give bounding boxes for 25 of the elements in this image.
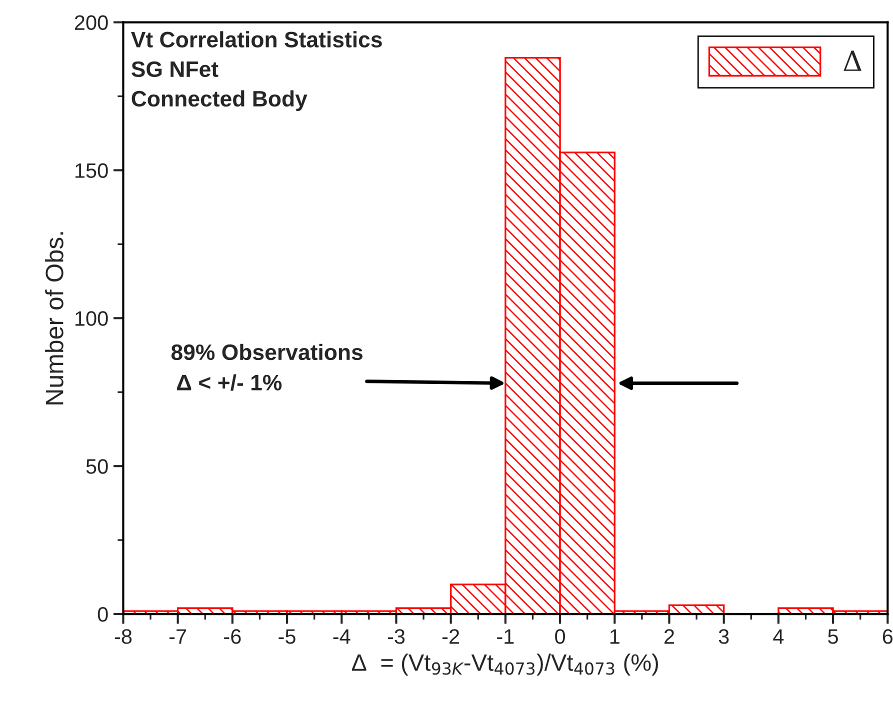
y-tick-label: 150 [75, 163, 108, 178]
x-tick-label: -3 [388, 629, 405, 644]
x-tick-label: -2 [442, 629, 460, 644]
x-tick-label: -5 [278, 629, 296, 644]
y-tick-label: 100 [75, 311, 108, 326]
x-tick-label: 0 [555, 629, 566, 644]
x-tick-label: 3 [718, 629, 729, 644]
x-axis-title: Δ = (Vt$_{93K}$-Vt$_{4073}$)/Vt$_{4073}$ (%) [352, 654, 658, 676]
x-tick-label: -8 [114, 629, 132, 644]
x-tick-label: 5 [828, 629, 838, 644]
legend-label: Δ [844, 50, 862, 71]
y-tick-label: 200 [74, 15, 108, 30]
y-tick-label: 50 [86, 459, 108, 474]
y-tick-label: 0 [98, 607, 108, 622]
x-tick-label: -6 [224, 629, 241, 644]
x-tick-label: -4 [333, 629, 350, 644]
annotation: 89% Observations Δ < +/- 1% [171, 344, 362, 391]
x-tick-label: 2 [664, 629, 674, 644]
y-axis-title: Number of Obs. [45, 232, 64, 404]
x-tick-label: -1 [497, 629, 514, 644]
x-tick-label: 4 [773, 629, 784, 644]
annotation: Vt Correlation Statistics SG NFet Connected Body [131, 31, 382, 112]
x-tick-label: -7 [170, 629, 186, 644]
x-tick-label: 6 [882, 629, 893, 644]
x-tick-label: 1 [610, 629, 620, 644]
